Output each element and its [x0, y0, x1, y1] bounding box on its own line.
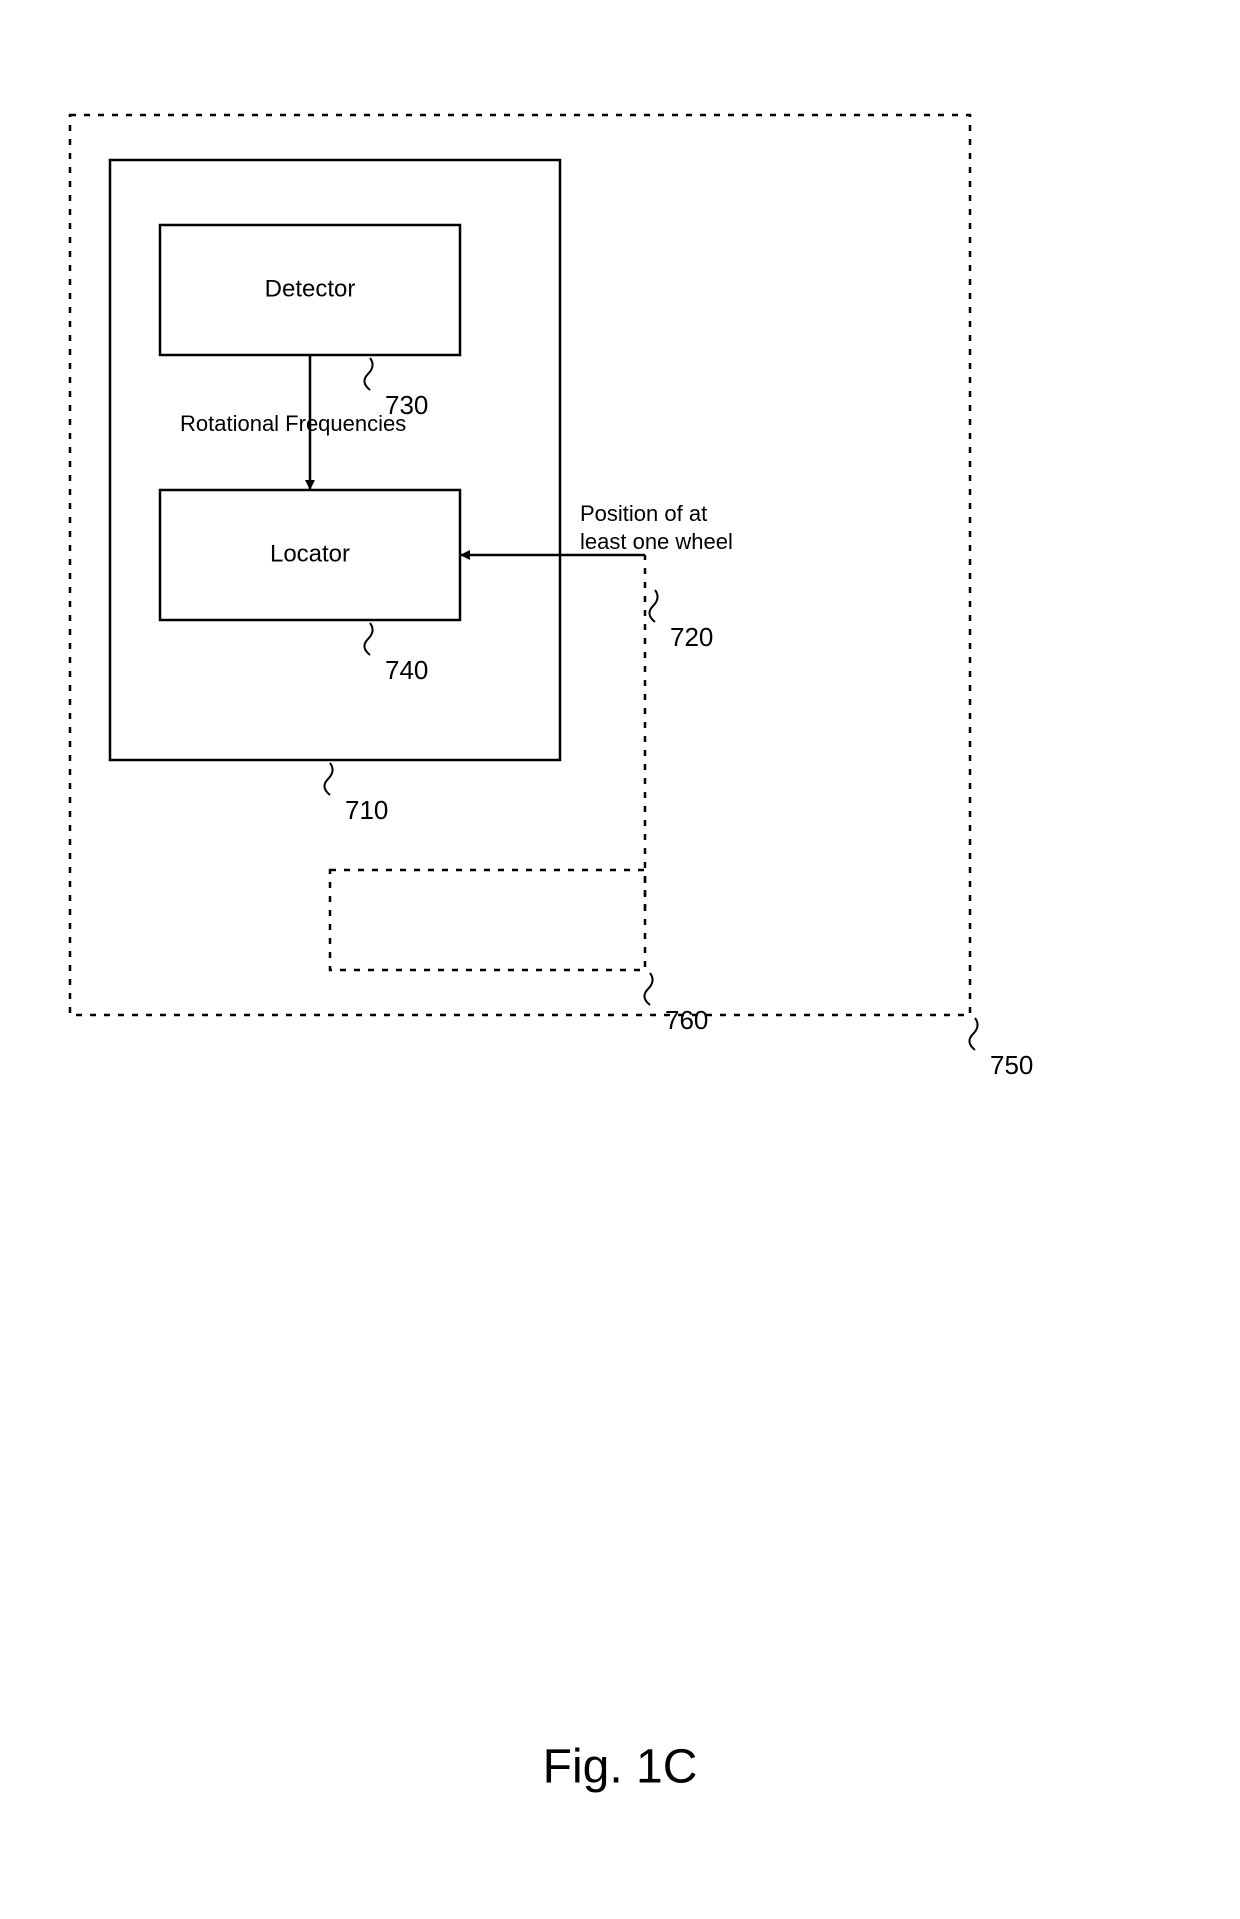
- svg-text:Locator: Locator: [270, 540, 350, 567]
- svg-text:740: 740: [385, 655, 428, 685]
- svg-text:730: 730: [385, 390, 428, 420]
- svg-text:760: 760: [665, 1005, 708, 1035]
- svg-text:750: 750: [990, 1050, 1033, 1080]
- svg-text:Detector: Detector: [265, 275, 356, 302]
- svg-text:Rotational Frequencies: Rotational Frequencies: [180, 411, 406, 436]
- svg-text:least one wheel: least one wheel: [580, 529, 733, 554]
- svg-text:710: 710: [345, 795, 388, 825]
- svg-text:Fig. 1C: Fig. 1C: [543, 1741, 698, 1794]
- svg-text:Position of at: Position of at: [580, 501, 707, 526]
- svg-text:720: 720: [670, 622, 713, 652]
